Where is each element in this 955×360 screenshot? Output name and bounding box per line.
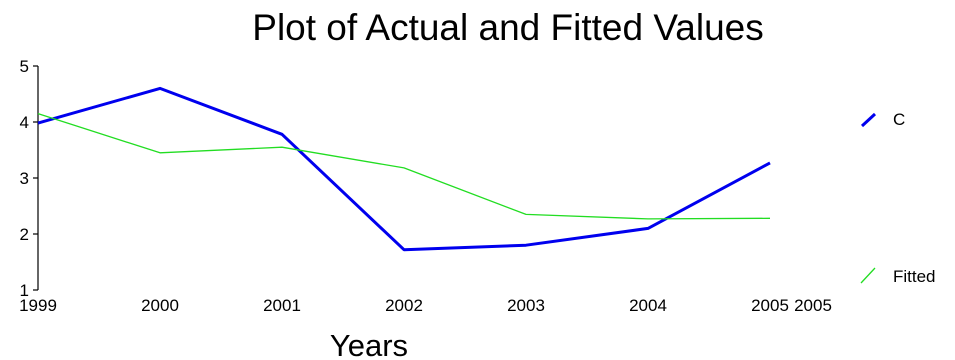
x-tick-label: 1999 [19,296,57,315]
series-layer [37,86,771,252]
legend-item-fitted: Fitted [860,267,936,286]
y-axis: 1 2 3 4 5 [20,57,39,300]
x-tick-label: 2003 [507,296,545,315]
legend-swatch-c [860,112,877,128]
series-line-c [37,86,771,252]
legend: C Fitted [860,110,936,286]
legend-label-c: C [893,110,905,129]
y-tick-label: 1 [20,281,29,300]
x-tick-label: 2002 [385,296,423,315]
x-tick-label: 2005 [751,296,789,315]
legend-item-c: C [860,110,905,129]
x-tick-label-extra: 2005 [794,296,832,315]
y-tick-label: 4 [20,113,29,132]
chart-title: Plot of Actual and Fitted Values [252,7,763,48]
y-tick-label: 3 [20,169,29,188]
y-tick-label: 5 [20,57,29,76]
x-tick-label: 2001 [263,296,301,315]
series-line-fitted [37,112,771,220]
x-tick-label: 2000 [141,296,179,315]
legend-swatch-fitted [860,267,876,284]
x-axis: 1999 2000 2001 2002 2003 2004 2005 2005 [19,296,832,315]
y-tick-label: 2 [20,225,29,244]
x-axis-label: Years [330,328,408,360]
x-tick-label: 2004 [629,296,667,315]
legend-label-fitted: Fitted [893,267,936,286]
